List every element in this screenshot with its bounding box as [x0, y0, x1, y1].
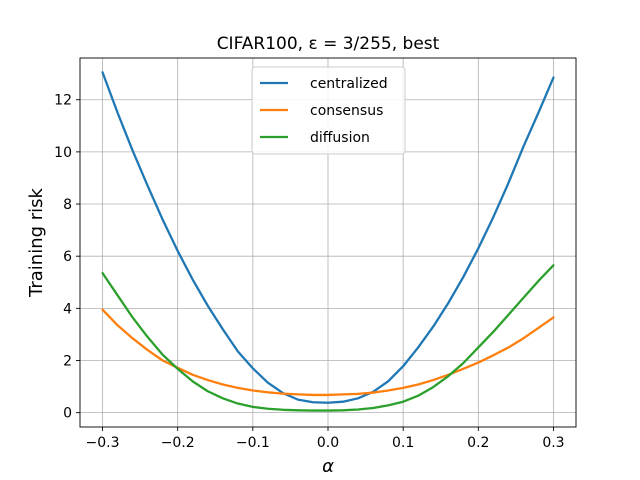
legend: centralized consensus diffusion [251, 66, 406, 155]
x-axis-label: α [322, 456, 334, 477]
y-tick-label: 12 [54, 93, 72, 109]
series-line-diffusion [101, 264, 555, 412]
y-tick-label: 6 [63, 249, 72, 265]
series-group [101, 71, 555, 412]
x-tick-label: 0.2 [467, 435, 489, 451]
legend-label-consensus: consensus [310, 103, 383, 119]
x-tick-label: −0.2 [161, 435, 195, 451]
y-axis-label: Training risk [26, 187, 47, 298]
y-tick-label: 8 [63, 197, 72, 213]
x-tick-label: −0.1 [236, 435, 270, 451]
x-tick-label: 0.1 [392, 435, 414, 451]
x-tick-label: 0.3 [542, 435, 564, 451]
legend-label-diffusion: diffusion [310, 130, 370, 146]
legend-box [251, 66, 406, 155]
y-tick-label: 4 [63, 301, 72, 317]
y-tick-label: 2 [63, 354, 72, 370]
x-ticks: −0.3 −0.2 −0.1 0.0 0.1 0.2 0.3 [86, 427, 565, 451]
y-tick-label: 0 [63, 406, 72, 422]
chart-title: CIFAR100, ε = 3/255, best [217, 34, 440, 54]
x-tick-label: −0.3 [86, 435, 120, 451]
y-tick-label: 10 [54, 145, 72, 161]
series-line-centralized [101, 71, 555, 404]
y-ticks: 0 2 4 6 8 10 12 [54, 93, 80, 422]
x-tick-label: 0.0 [317, 435, 339, 451]
legend-label-centralized: centralized [310, 76, 388, 92]
